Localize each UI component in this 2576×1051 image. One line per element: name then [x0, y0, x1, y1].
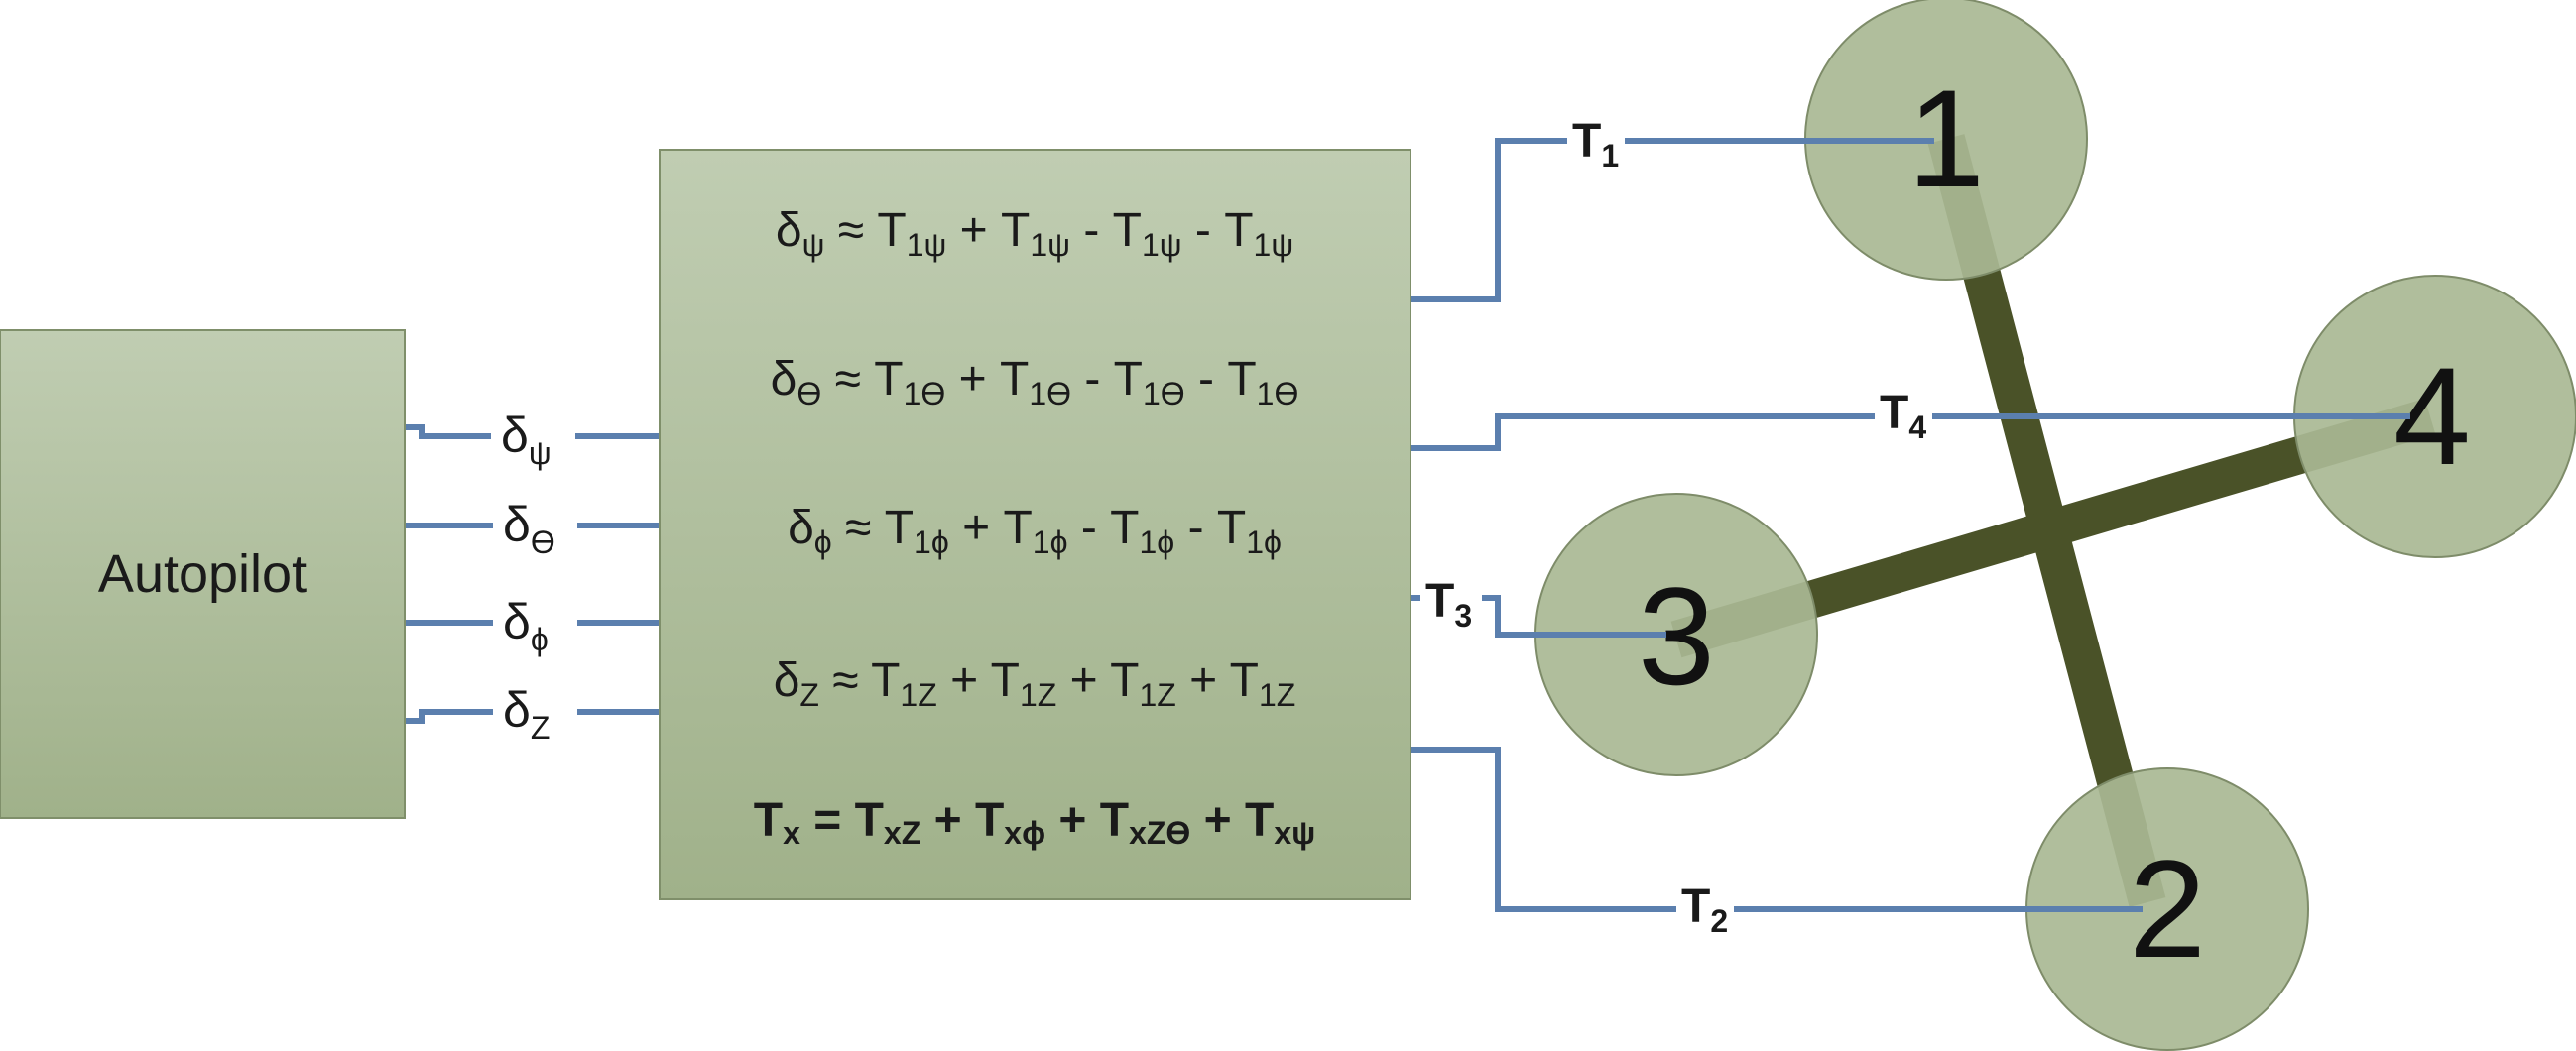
thrust-label-t4-base: T: [1880, 387, 1908, 439]
signal-label-z-sub: Z: [531, 710, 551, 746]
signal-label-z: δZ: [503, 682, 550, 746]
mixer-equations: δψ ≈ T1ψ + T1ψ - T1ψ - T1ψ δϴ ≈ T1ϴ + T1…: [754, 204, 1316, 851]
equation-total-term-3: xZϴ: [1129, 815, 1190, 851]
equation-total-term-2: xϕ: [1004, 815, 1045, 851]
equation-theta: δϴ ≈ T1ϴ + T1ϴ - T1ϴ - T1ϴ: [771, 353, 1299, 411]
equation-psi-term-2: 1ψ: [1030, 227, 1070, 263]
signal-label-psi-sub: ψ: [529, 435, 552, 471]
signal-label-phi: δϕ: [503, 594, 549, 657]
wire-t4: [1411, 413, 2410, 451]
equation-theta-term-2: 1ϴ: [1029, 376, 1071, 411]
equation-z-term-4: 1Z: [1259, 677, 1295, 713]
signal-label-theta-sub: ϴ: [531, 525, 555, 560]
thrust-label-t1-sub: 1: [1601, 138, 1619, 174]
equation-phi-op-3: -: [1188, 502, 1204, 554]
equation-z-op-2: +: [1070, 654, 1098, 707]
autopilot-label: Autopilot: [98, 544, 307, 604]
equation-phi-op-1: +: [962, 502, 990, 554]
equation-z: δZ ≈ T1Z + T1Z + T1Z + T1Z: [774, 654, 1296, 713]
thrust-label-t4-sub: 4: [1908, 409, 1926, 445]
thrust-label-t2-sub: 2: [1710, 903, 1728, 939]
equation-total-term-4: xψ: [1274, 815, 1315, 851]
thrust-label-t3-base: T: [1425, 575, 1454, 628]
signal-label-psi: δψ: [501, 408, 552, 471]
equation-phi-op-2: -: [1081, 502, 1097, 554]
equation-theta-op-1: +: [959, 353, 987, 406]
quad-frame: [1670, 134, 2436, 907]
equation-psi-term-4: 1ψ: [1254, 227, 1294, 263]
rotor-4: 4: [2293, 275, 2576, 558]
equation-theta-term-1: 1ϴ: [904, 376, 946, 411]
thrust-label-t2-base: T: [1681, 880, 1710, 933]
signal-label-theta-base: δ: [503, 497, 531, 552]
equation-phi-term-1: 1ϕ: [914, 525, 949, 560]
wire-t2: [1411, 747, 2143, 912]
equation-total: Tx = TxZ + Txϕ + TxZϴ + Txψ: [754, 794, 1316, 851]
equation-z-term-2: 1Z: [1020, 677, 1056, 713]
equation-z-op-1: +: [950, 654, 978, 707]
equation-theta-lhs-sub: ϴ: [797, 376, 821, 411]
thrust-label-t3-sub: 3: [1454, 598, 1472, 634]
equation-psi-op-2: -: [1083, 204, 1099, 257]
equation-z-lhs-sub: Z: [799, 677, 819, 713]
equation-psi-term-3: 1ψ: [1142, 227, 1182, 263]
signal-label-phi-sub: ϕ: [531, 622, 549, 657]
equation-total-lhs-sub: x: [783, 815, 800, 851]
equation-theta-term-4: 1ϴ: [1257, 376, 1299, 411]
equation-psi-op-3: -: [1195, 204, 1211, 257]
mixer-block: [659, 149, 1411, 900]
equation-z-op-3: +: [1189, 654, 1217, 707]
signal-label-psi-base: δ: [501, 408, 529, 463]
equation-z-term-1: 1Z: [900, 677, 936, 713]
equation-phi-term-2: 1ϕ: [1033, 525, 1068, 560]
equation-phi-lhs-sub: ϕ: [814, 525, 832, 560]
equation-theta-op-3: -: [1198, 353, 1214, 406]
thrust-label-t4: T4: [1880, 387, 1926, 445]
rotor-3: 3: [1534, 493, 1818, 776]
signal-labels: δψ δϴ δϕ δZ: [491, 408, 577, 748]
signal-label-theta: δϴ: [503, 497, 555, 560]
equation-theta-op-2: -: [1084, 353, 1100, 406]
wire-t1: [1411, 138, 1934, 302]
thrust-label-t3: T3: [1425, 575, 1472, 634]
signal-label-z-base: δ: [503, 682, 531, 738]
equation-psi-lhs-sub: ψ: [802, 227, 825, 263]
equation-total-term-1: xZ: [884, 815, 920, 851]
equation-psi-term-1: 1ψ: [907, 227, 947, 263]
equation-theta-term-3: 1ϴ: [1143, 376, 1185, 411]
thrust-labels: T1 T4 T3 T2: [1420, 112, 1932, 940]
thrust-label-t1: T1: [1572, 115, 1619, 174]
thrust-label-t1-base: T: [1572, 115, 1601, 168]
equation-phi-term-4: 1ϕ: [1246, 525, 1282, 560]
equation-z-term-3: 1Z: [1139, 677, 1175, 713]
equation-psi-op-1: +: [960, 204, 988, 257]
equation-phi-term-3: 1ϕ: [1140, 525, 1175, 560]
signal-wires: [402, 424, 662, 724]
thrust-label-t2: T2: [1681, 880, 1728, 939]
autopilot-block: Autopilot: [0, 329, 406, 819]
signal-label-phi-base: δ: [503, 594, 531, 649]
